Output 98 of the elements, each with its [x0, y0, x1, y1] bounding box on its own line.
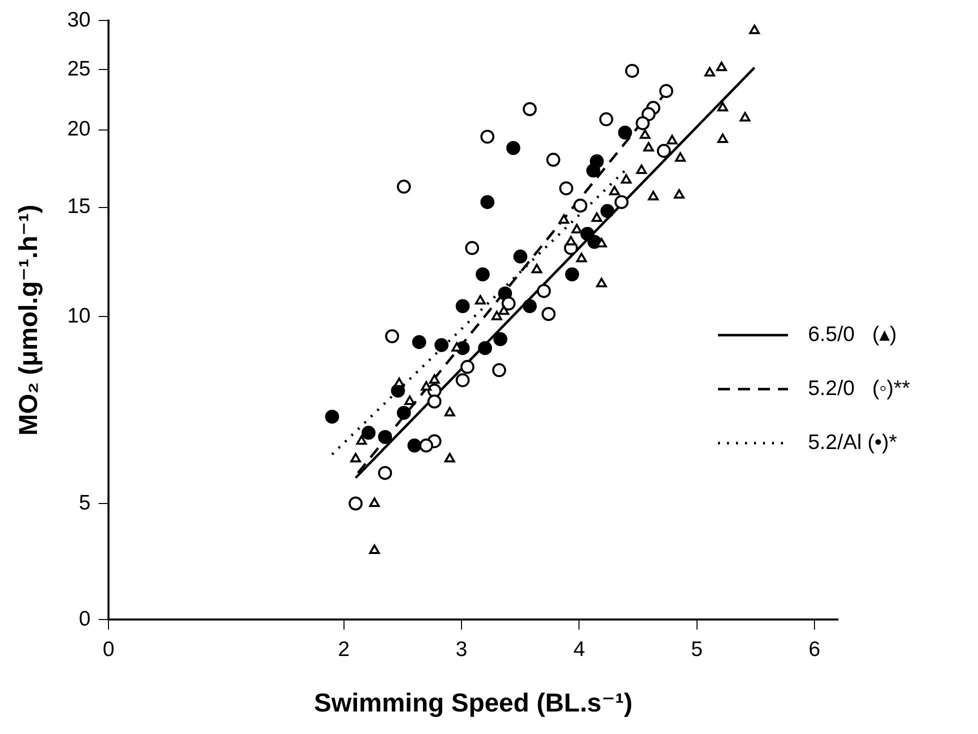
point	[674, 189, 684, 199]
point	[444, 406, 456, 416]
point	[475, 294, 486, 304]
point	[502, 296, 516, 311]
x-tick-label: 6	[808, 638, 820, 661]
point	[498, 305, 510, 315]
point	[620, 174, 632, 184]
point	[396, 406, 411, 420]
point	[531, 264, 542, 274]
y-tick-label: 15	[67, 195, 91, 218]
point	[625, 64, 640, 78]
point	[480, 195, 494, 210]
legend-label: 5.2/0 (◦)**	[808, 376, 910, 400]
point	[636, 164, 647, 174]
point	[546, 152, 560, 167]
point	[429, 374, 440, 384]
point	[659, 84, 674, 98]
point	[675, 152, 686, 162]
point	[476, 267, 490, 282]
point	[618, 126, 632, 140]
x-tick-label: 3	[456, 638, 468, 661]
point	[404, 396, 416, 406]
point	[394, 378, 404, 388]
y-axis-title: MO₂ (μmol.g⁻¹.h⁻¹)	[12, 204, 43, 436]
y-tick-label: 10	[67, 304, 91, 328]
point	[716, 62, 727, 72]
legend-label: 6.5/0 (▴)	[808, 322, 897, 346]
point	[427, 394, 442, 409]
x-tick-label: 4	[573, 638, 586, 661]
y-tick-label: 20	[67, 118, 91, 141]
point	[542, 307, 556, 322]
point	[513, 250, 528, 264]
x-axis-title: Swimming Speed (BL.s⁻¹)	[314, 688, 633, 718]
point	[571, 224, 582, 234]
point	[456, 299, 470, 314]
point	[576, 252, 587, 262]
point	[407, 438, 422, 453]
point	[536, 284, 551, 298]
point	[648, 190, 659, 200]
point	[478, 341, 492, 356]
point	[609, 186, 620, 196]
point	[493, 332, 508, 346]
point	[412, 335, 426, 350]
point	[325, 410, 340, 424]
x-tick-label: 2	[338, 638, 350, 661]
y-tick-label: 30	[67, 8, 91, 32]
point	[506, 140, 520, 155]
point	[480, 130, 494, 144]
point	[586, 164, 600, 178]
point	[356, 435, 367, 445]
point	[559, 181, 574, 196]
point	[491, 310, 502, 320]
point	[460, 360, 474, 374]
point	[558, 214, 570, 224]
point	[636, 116, 650, 130]
point	[596, 278, 607, 288]
point	[580, 226, 594, 241]
point	[420, 381, 432, 391]
x-tick-label: 5	[690, 638, 703, 661]
point	[419, 438, 434, 453]
point	[566, 236, 576, 246]
point	[591, 212, 602, 222]
point	[434, 338, 449, 352]
point	[465, 241, 480, 256]
y-tick-label: 0	[78, 607, 91, 630]
point	[565, 267, 580, 282]
point	[749, 24, 760, 34]
point	[643, 142, 654, 152]
point	[369, 544, 380, 554]
x-tick-label: 0	[102, 638, 114, 661]
point	[378, 466, 392, 480]
point	[642, 107, 656, 122]
point	[666, 134, 678, 144]
point	[456, 373, 470, 388]
point	[600, 204, 614, 218]
y-tick-label: 25	[67, 58, 91, 81]
point	[362, 426, 376, 440]
point	[492, 363, 506, 378]
point	[350, 452, 361, 462]
point	[740, 112, 750, 122]
point	[396, 180, 411, 194]
point	[385, 329, 400, 344]
point	[704, 66, 716, 76]
y-tick-label: 5	[78, 491, 91, 514]
point	[599, 112, 614, 126]
point	[717, 133, 728, 143]
point	[444, 452, 456, 462]
point	[348, 496, 363, 510]
point	[369, 498, 380, 507]
point	[573, 198, 588, 213]
point	[656, 144, 671, 158]
point	[378, 430, 392, 444]
point	[640, 129, 650, 139]
point	[717, 102, 728, 112]
point	[522, 299, 537, 314]
point	[522, 102, 537, 116]
legend-label: 5.2/Al (•)*	[808, 430, 898, 454]
point	[614, 195, 629, 210]
